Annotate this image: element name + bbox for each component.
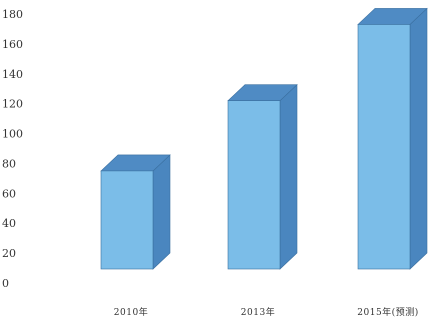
- x-category-label: 2013年: [241, 306, 275, 318]
- bar-side: [279, 83, 298, 270]
- y-tick-label: 40: [2, 217, 16, 230]
- bar-side: [152, 154, 171, 270]
- bar-front: [100, 170, 154, 270]
- y-tick-label: 140: [2, 68, 23, 81]
- y-tick-label: 0: [2, 277, 9, 290]
- bar: [357, 7, 428, 270]
- bar-front: [227, 100, 281, 270]
- y-tick-label: 160: [2, 38, 23, 51]
- y-tick-label: 180: [2, 8, 23, 21]
- bar: [100, 154, 171, 270]
- x-category-label: 2010年: [114, 306, 148, 318]
- y-tick-label: 100: [2, 128, 23, 141]
- y-tick-label: 60: [2, 187, 16, 200]
- x-axis: 2010年 2013年 2015年(预测): [114, 306, 418, 318]
- bar: [227, 83, 298, 270]
- y-tick-label: 120: [2, 98, 23, 111]
- bar-front: [357, 24, 411, 270]
- bar-side: [409, 7, 428, 270]
- y-tick-label: 20: [2, 247, 16, 260]
- x-category-label: 2015年(预测): [357, 306, 418, 318]
- bars: [100, 7, 428, 270]
- y-tick-label: 80: [2, 157, 16, 170]
- y-axis: 0 20 40 60 80 100 120 140 160 180: [2, 8, 23, 290]
